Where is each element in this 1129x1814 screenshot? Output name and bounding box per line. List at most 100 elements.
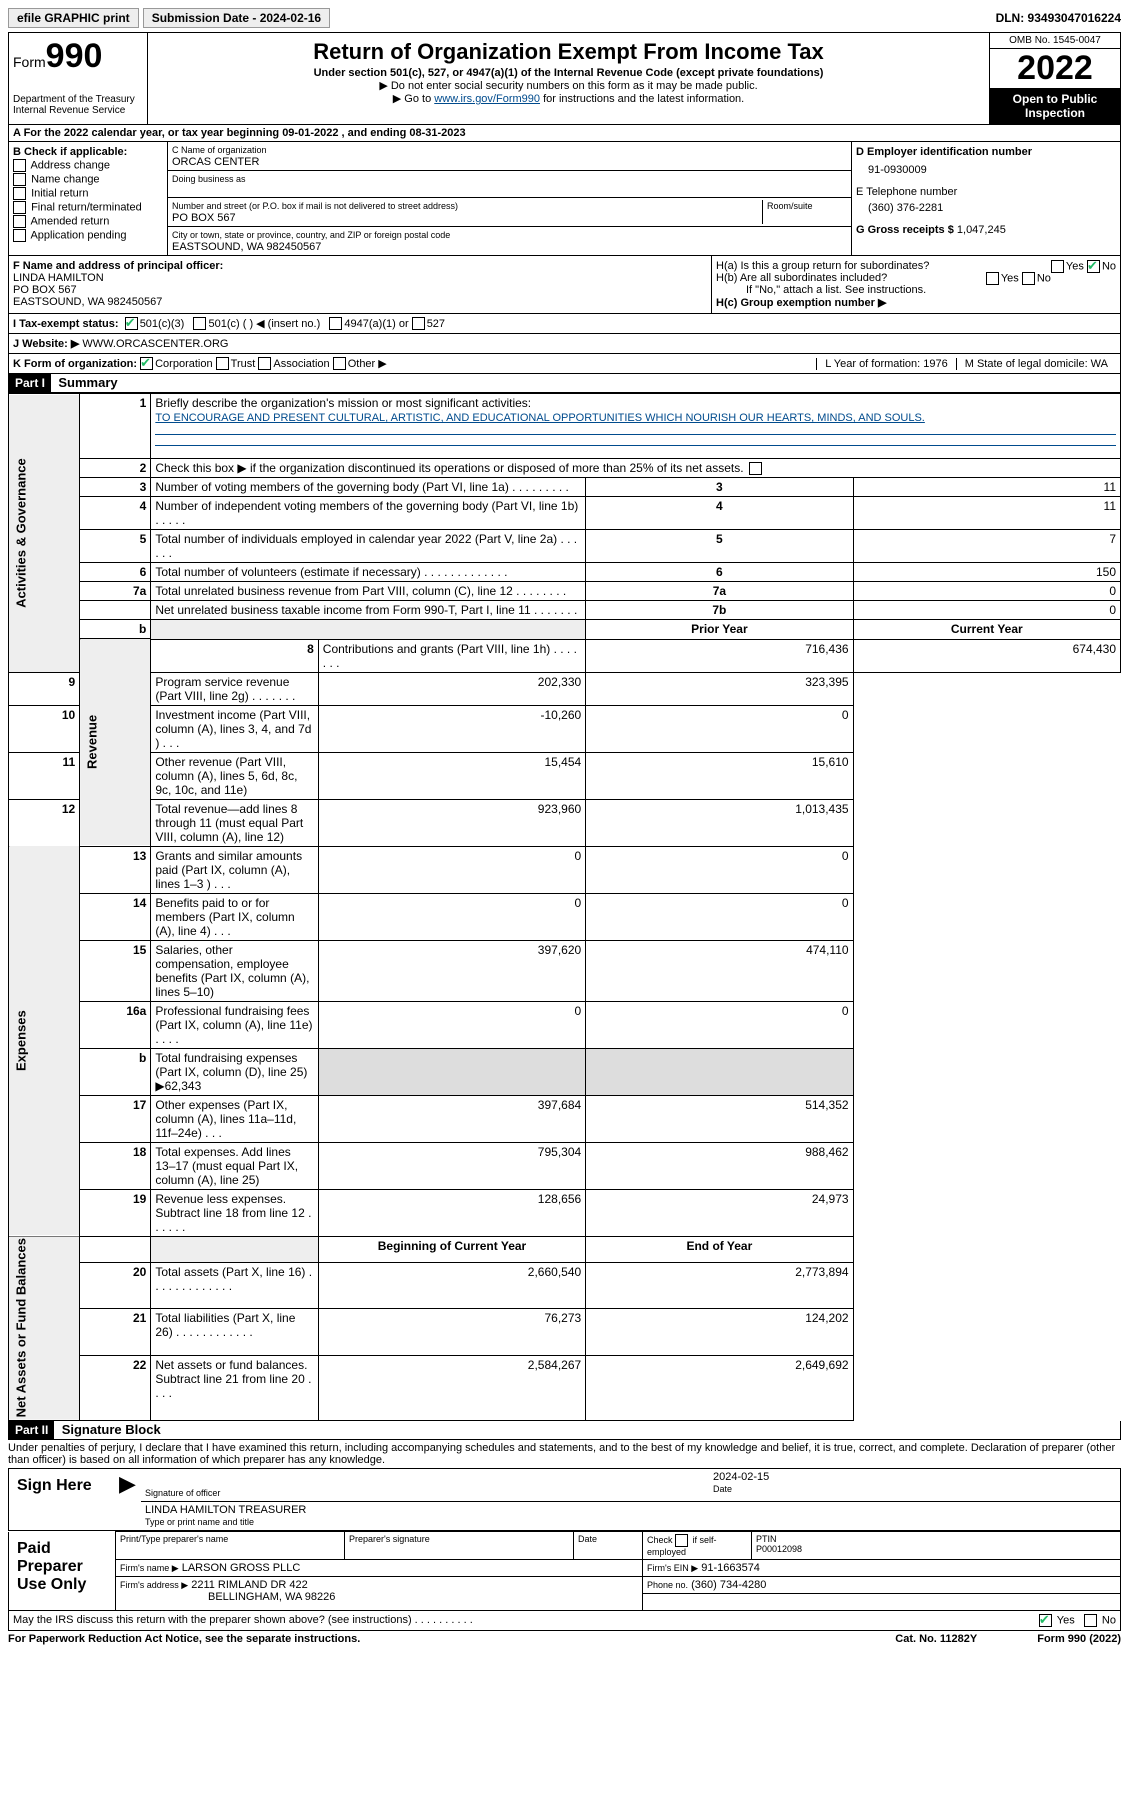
cb-may-no[interactable] [1084,1614,1097,1627]
cb-amended[interactable]: Amended return [13,215,163,228]
paid-preparer-block: Paid Preparer Use Only Print/Type prepar… [8,1531,1121,1611]
addr-label: Number and street (or P.O. box if mail i… [172,201,458,211]
form-title: Return of Organization Exempt From Incom… [152,39,985,65]
officer-name: LINDA HAMILTON [13,272,104,284]
q1: Briefly describe the organization's miss… [155,396,531,410]
topbar: efile GRAPHIC print Submission Date - 20… [8,8,1121,28]
officer-city: EASTSOUND, WA 982450567 [13,296,162,308]
dept-label: Department of the Treasury Internal Reve… [13,94,143,116]
row-k-org: K Form of organization: Corporation Trus… [8,354,1121,374]
footer-cat: Cat. No. 11282Y [895,1633,977,1645]
city-state-zip: EASTSOUND, WA 982450567 [172,241,321,253]
firm-ein: 91-1663574 [701,1562,760,1574]
footer-left: For Paperwork Reduction Act Notice, see … [8,1633,360,1645]
e-phone-label: E Telephone number [856,186,1116,198]
org-name: ORCAS CENTER [172,156,259,168]
l-year: L Year of formation: 1976 [816,358,956,370]
mission-text: TO ENCOURAGE AND PRESENT CULTURAL, ARTIS… [155,412,925,424]
cb-name-change[interactable]: Name change [13,173,163,186]
dba-label: Doing business as [172,174,246,184]
firm-phone: (360) 734-4280 [691,1579,766,1591]
inspection-badge: Open to Public Inspection [990,88,1120,124]
part2-header: Part II [9,1421,54,1439]
prep-sig-label: Preparer's signature [345,1532,574,1560]
cb-corp[interactable] [140,357,153,370]
cb-initial-return[interactable]: Initial return [13,187,163,200]
ein: 91-0930009 [868,164,1116,176]
h-b-note: If "No," attach a list. See instructions… [746,284,1116,296]
vlabel-netassets: Net Assets or Fund Balances [9,1236,80,1420]
submission-date-button[interactable]: Submission Date - 2024-02-16 [143,8,330,28]
vlabel-governance: Activities & Governance [9,394,80,673]
h-b: H(b) Are all subordinates included? Yes … [716,272,1116,284]
cb-4947[interactable] [329,317,342,330]
form-subtitle: Under section 501(c), 527, or 4947(a)(1)… [152,67,985,79]
block-fgh: F Name and address of principal officer:… [8,256,1121,314]
penalties-text: Under penalties of perjury, I declare th… [8,1440,1121,1468]
form-number: Form990 [13,37,143,76]
self-employed-cb[interactable]: Check if self-employed [643,1532,752,1560]
summary-table: Activities & Governance 1 Briefly descri… [8,393,1121,1421]
part2-title: Signature Block [62,1422,161,1437]
f-label: F Name and address of principal officer: [13,260,223,272]
cb-trust[interactable] [216,357,229,370]
room-label: Room/suite [767,201,813,211]
h-c: H(c) Group exemption number ▶ [716,296,1116,309]
officer-addr: PO BOX 567 [13,284,77,296]
firm-addr1: 2211 RIMLAND DR 422 [191,1579,308,1591]
street-address: PO BOX 567 [172,212,236,224]
part1-header: Part I [9,374,51,392]
q2: Check this box ▶ if the organization dis… [151,459,1121,478]
city-label: City or town, state or province, country… [172,230,450,240]
dln: DLN: 93493047016224 [996,11,1121,25]
cb-address-change[interactable]: Address change [13,159,163,172]
part1-title: Summary [58,375,117,390]
date-label: Date [713,1484,732,1494]
cb-assoc[interactable] [258,357,271,370]
note-link: ▶ Go to www.irs.gov/Form990 for instruct… [152,92,985,105]
footer-form: Form 990 (2022) [1037,1633,1121,1645]
website: WWW.ORCASCENTER.ORG [82,338,228,350]
omb-number: OMB No. 1545-0047 [990,33,1120,49]
b-header: B Check if applicable: [13,146,127,158]
phone: (360) 376-2281 [868,202,1116,214]
c-name-label: C Name of organization [172,145,267,155]
cb-other[interactable] [333,357,346,370]
row-a-period: A For the 2022 calendar year, or tax yea… [8,125,1121,142]
block-bcde: B Check if applicable: Address change Na… [8,142,1121,256]
may-discuss-row: May the IRS discuss this return with the… [8,1611,1121,1631]
d-ein-label: D Employer identification number [856,146,1116,158]
prep-name-label: Print/Type preparer's name [116,1532,345,1560]
sig-date: 2024-02-15 [713,1471,769,1483]
m-state: M State of legal domicile: WA [956,358,1116,370]
g-gross: G Gross receipts $ 1,047,245 [856,224,1116,236]
officer-printed-name: LINDA HAMILTON TREASURER [145,1504,306,1516]
h-a: H(a) Is this a group return for subordin… [716,260,1116,272]
prep-date-label: Date [574,1532,643,1560]
note-ssn: ▶ Do not enter social security numbers o… [152,79,985,92]
sign-here-block: Sign Here ▶ Signature of officer 2024-02… [8,1468,1121,1531]
name-title-label: Type or print name and title [145,1517,254,1527]
vlabel-revenue: Revenue [80,639,151,846]
cb-final-return[interactable]: Final return/terminated [13,201,163,214]
row-i-status: I Tax-exempt status: 501(c)(3) 501(c) ( … [8,314,1121,334]
cb-501c3[interactable] [125,317,138,330]
tax-year: 2022 [990,49,1120,88]
ptin-label: PTIN [756,1534,777,1544]
cb-527[interactable] [412,317,425,330]
ptin: P00012098 [756,1544,802,1554]
form-header: Form990 Department of the Treasury Inter… [8,32,1121,125]
row-j-website: J Website: ▶ WWW.ORCASCENTER.ORG [8,334,1121,354]
firm-addr2: BELLINGHAM, WA 98226 [208,1591,335,1603]
cb-501c[interactable] [193,317,206,330]
cb-app-pending[interactable]: Application pending [13,229,163,242]
cb-may-yes[interactable] [1039,1614,1052,1627]
arrow-icon: ▶ [115,1469,141,1531]
paid-preparer-label: Paid Preparer Use Only [9,1532,116,1611]
firm-name: LARSON GROSS PLLC [182,1562,301,1574]
sign-here-label: Sign Here [9,1469,116,1531]
footer: For Paperwork Reduction Act Notice, see … [8,1633,1121,1645]
efile-button[interactable]: efile GRAPHIC print [8,8,139,28]
irs-link[interactable]: www.irs.gov/Form990 [434,93,540,105]
vlabel-expenses: Expenses [9,846,80,1236]
